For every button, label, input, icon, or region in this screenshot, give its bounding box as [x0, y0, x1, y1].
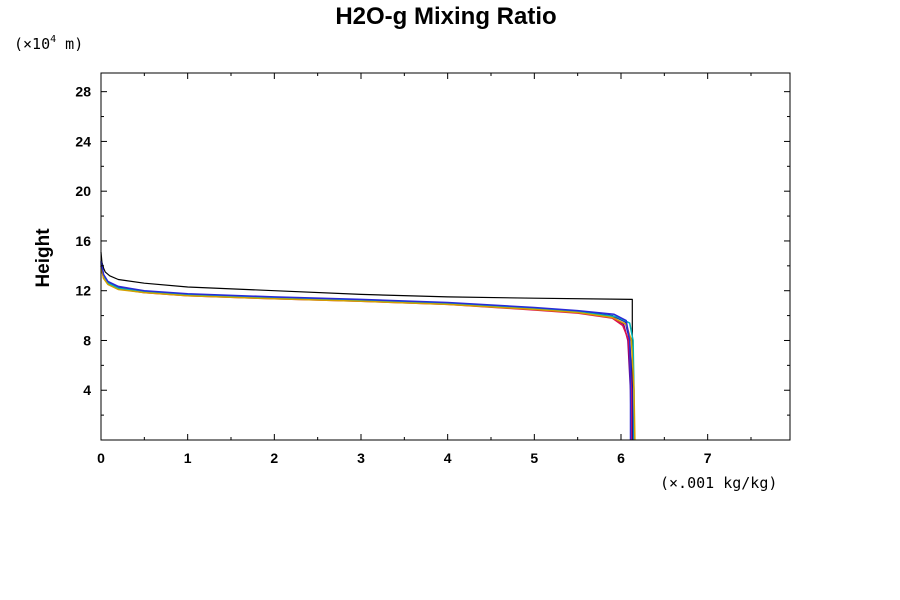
chart-title: H2O-g Mixing Ratio: [335, 3, 556, 30]
y-axis-label: Height: [33, 228, 54, 288]
x-tick-label: 7: [704, 450, 712, 466]
series-line-4: [100, 265, 633, 440]
y-tick-label: 28: [75, 84, 91, 100]
x-tick-label: 2: [270, 450, 278, 466]
series-layer: [100, 252, 636, 441]
ticks-layer: [100, 73, 790, 440]
y-unit-prefix: (×10: [14, 35, 50, 53]
series-line-1: [100, 252, 633, 440]
x-tick-label: 6: [617, 450, 625, 466]
x-tick-label: 0: [97, 450, 105, 466]
y-tick-label: 4: [83, 382, 91, 398]
x-tick-label: 1: [184, 450, 192, 466]
x-unit-label: (×.001 kg/kg): [660, 474, 777, 492]
y-tick-label: 24: [75, 133, 91, 149]
series-line-6: [100, 265, 636, 441]
x-tick-label: 4: [444, 450, 452, 466]
series-line-5: [100, 263, 635, 440]
plot-frame: [100, 72, 791, 441]
series-line-3: [100, 264, 633, 441]
x-tick-label: 3: [357, 450, 365, 466]
x-tick-label: 5: [530, 450, 538, 466]
y-unit-exponent: 4: [50, 34, 56, 45]
y-tick-label: 16: [75, 233, 91, 249]
series-line-2: [100, 261, 634, 441]
y-unit-suffix: m): [56, 35, 83, 53]
y-unit-label: (×104 m): [14, 34, 83, 53]
y-tick-label: 8: [83, 332, 91, 348]
series-line-7: [100, 260, 632, 440]
y-tick-label: 20: [75, 183, 91, 199]
y-tick-label: 12: [75, 283, 91, 299]
